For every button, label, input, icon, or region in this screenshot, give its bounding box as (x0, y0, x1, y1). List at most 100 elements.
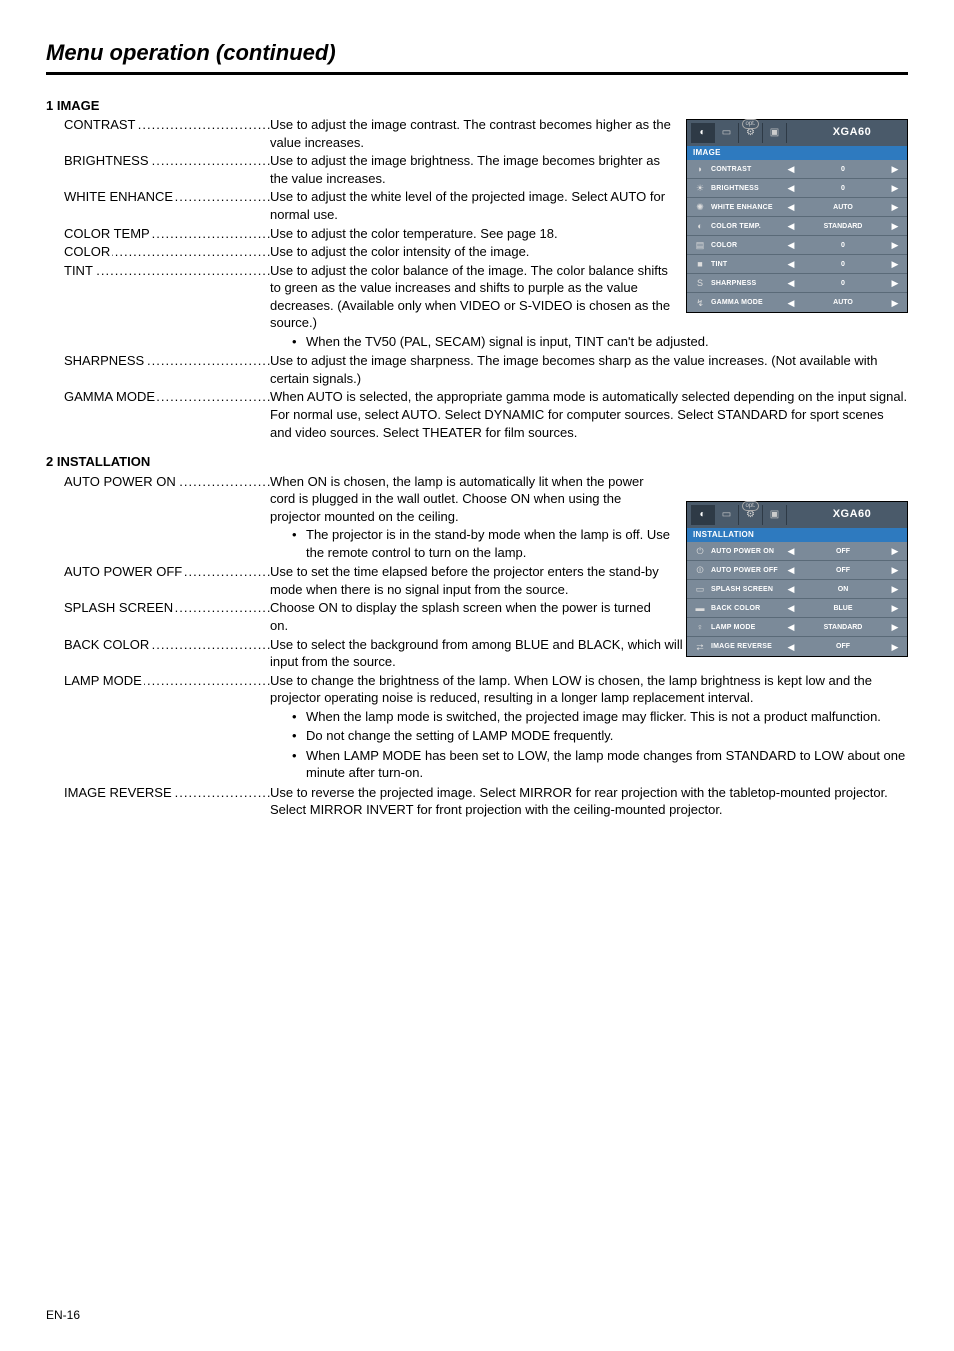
term-splash-screen: SPLASH SCREEN (64, 599, 270, 617)
right-arrow-icon: ▶ (889, 297, 901, 309)
left-arrow-icon: ◀ (785, 297, 797, 309)
osd-row-icon: ✺ (693, 201, 707, 213)
osd-resolution: XGA60 (797, 125, 907, 140)
osd-resolution: XGA60 (797, 507, 907, 522)
right-arrow-icon: ▶ (889, 258, 901, 270)
osd-row: ◐COLOR TEMP.◀STANDARD▶ (687, 217, 907, 236)
page-footer: EN-16 (46, 1307, 80, 1323)
right-arrow-icon: ▶ (889, 277, 901, 289)
lamp-bullet-1: When the lamp mode is switched, the proj… (290, 708, 908, 726)
left-arrow-icon: ◀ (785, 258, 797, 270)
right-arrow-icon: ▶ (889, 583, 901, 595)
content: ◐▭⚙opt.▣ XGA60 IMAGE ◗CONTRAST◀0▶☀BRIGHT… (46, 97, 908, 819)
left-arrow-icon: ◀ (785, 641, 797, 653)
osd-row: ↯GAMMA MODE◀AUTO▶ (687, 293, 907, 312)
section-2-heading: 2 INSTALLATION (46, 453, 908, 471)
osd-row-icon: ⏼ (693, 564, 707, 576)
apo-bullet: The projector is in the stand-by mode wh… (290, 526, 672, 561)
osd-row: ☀BRIGHTNESS◀0▶ (687, 179, 907, 198)
osd-row-value: 0 (797, 241, 889, 250)
osd-row-value: 0 (797, 279, 889, 288)
osd-tab-icon: ▣ (763, 123, 787, 143)
osd-row-value: ON (797, 585, 889, 594)
osd-row-label: CONTRAST (707, 166, 785, 173)
osd-row: ■TINT◀0▶ (687, 255, 907, 274)
rule (46, 72, 908, 75)
osd-row-label: BACK COLOR (707, 605, 785, 612)
osd-row-value: AUTO (797, 298, 889, 307)
osd-row-label: WHITE ENHANCE (707, 204, 785, 211)
osd-row-value: AUTO (797, 203, 889, 212)
osd-tab-icon: ⚙opt. (739, 505, 763, 525)
osd-row-label: COLOR TEMP. (707, 223, 785, 230)
left-arrow-icon: ◀ (785, 163, 797, 175)
left-arrow-icon: ◀ (785, 277, 797, 289)
term-image-reverse: IMAGE REVERSE (64, 784, 270, 802)
osd-row-icon: ♀ (693, 621, 707, 633)
osd-row: ▬BACK COLOR◀BLUE▶ (687, 599, 907, 618)
osd-image-menu: ◐▭⚙opt.▣ XGA60 IMAGE ◗CONTRAST◀0▶☀BRIGHT… (686, 119, 908, 314)
osd-row-icon: ▤ (693, 239, 707, 251)
section-1-heading: 1 IMAGE (46, 97, 908, 115)
right-arrow-icon: ▶ (889, 239, 901, 251)
term-sharpness: SHARPNESS (64, 352, 270, 370)
tint-note: When the TV50 (PAL, SECAM) signal is inp… (64, 333, 908, 351)
def-image-reverse: Use to reverse the projected image. Sele… (270, 784, 908, 819)
osd-tab-icon: ◐ (691, 123, 715, 143)
osd-row-value: STANDARD (797, 623, 889, 632)
def-gamma-mode: When AUTO is selected, the appropriate g… (270, 388, 908, 441)
right-arrow-icon: ▶ (889, 641, 901, 653)
term-contrast: CONTRAST (64, 116, 270, 134)
right-arrow-icon: ▶ (889, 621, 901, 633)
osd-row-value: 0 (797, 184, 889, 193)
term-brightness: BRIGHTNESS (64, 152, 270, 170)
osd-row-icon: ⮂ (693, 641, 707, 653)
left-arrow-icon: ◀ (785, 220, 797, 232)
left-arrow-icon: ◀ (785, 201, 797, 213)
osd-row: ▭SPLASH SCREEN◀ON▶ (687, 580, 907, 599)
osd-row-label: AUTO POWER ON (707, 548, 785, 555)
def-lamp-mode: Use to change the brightness of the lamp… (270, 672, 908, 707)
right-arrow-icon: ▶ (889, 163, 901, 175)
left-arrow-icon: ◀ (785, 545, 797, 557)
right-arrow-icon: ▶ (889, 545, 901, 557)
osd-row-label: TINT (707, 261, 785, 268)
osd-row: ✺WHITE ENHANCE◀AUTO▶ (687, 198, 907, 217)
osd-row: ♀LAMP MODE◀STANDARD▶ (687, 618, 907, 637)
osd-row-value: OFF (797, 566, 889, 575)
lamp-bullet-3: When LAMP MODE has been set to LOW, the … (290, 747, 908, 782)
right-arrow-icon: ▶ (889, 220, 901, 232)
osd-row-label: AUTO POWER OFF (707, 567, 785, 574)
def-sharpness: Use to adjust the image sharpness. The i… (270, 352, 908, 387)
term-gamma-mode: GAMMA MODE (64, 388, 270, 406)
term-lamp-mode: LAMP MODE (64, 672, 270, 690)
osd-tabs: ◐▭⚙opt.▣ XGA60 (687, 502, 907, 528)
osd-tab-icon: ▣ (763, 505, 787, 525)
term-tint: TINT (64, 262, 270, 280)
osd-row: ⏻AUTO POWER ON◀OFF▶ (687, 542, 907, 561)
osd-installation-menu: ◐▭⚙opt.▣ XGA60 INSTALLATION ⏻AUTO POWER … (686, 501, 908, 658)
osd-tabs: ◐▭⚙opt.▣ XGA60 (687, 120, 907, 146)
osd-row-value: BLUE (797, 604, 889, 613)
osd-row-label: BRIGHTNESS (707, 185, 785, 192)
osd-row: SSHARPNESS◀0▶ (687, 274, 907, 293)
right-arrow-icon: ▶ (889, 564, 901, 576)
term-white-enhance: WHITE ENHANCE (64, 188, 270, 206)
term-color: COLOR (64, 243, 270, 261)
lamp-mode-notes: When the lamp mode is switched, the proj… (64, 708, 908, 782)
left-arrow-icon: ◀ (785, 564, 797, 576)
osd-tab-icon: ▭ (715, 505, 739, 525)
osd-row-icon: ◐ (693, 220, 707, 232)
osd-tab-icon: ◐ (691, 505, 715, 525)
osd-row: ▤COLOR◀0▶ (687, 236, 907, 255)
osd-row: ⮂IMAGE REVERSE◀OFF▶ (687, 637, 907, 656)
osd-menu-title: IMAGE (687, 146, 907, 161)
osd-row-icon: ▭ (693, 583, 707, 595)
right-arrow-icon: ▶ (889, 182, 901, 194)
term-color-temp: COLOR TEMP (64, 225, 270, 243)
left-arrow-icon: ◀ (785, 583, 797, 595)
osd-row-label: GAMMA MODE (707, 299, 785, 306)
osd-row-icon: S (693, 277, 707, 289)
left-arrow-icon: ◀ (785, 621, 797, 633)
osd-row-label: SHARPNESS (707, 280, 785, 287)
